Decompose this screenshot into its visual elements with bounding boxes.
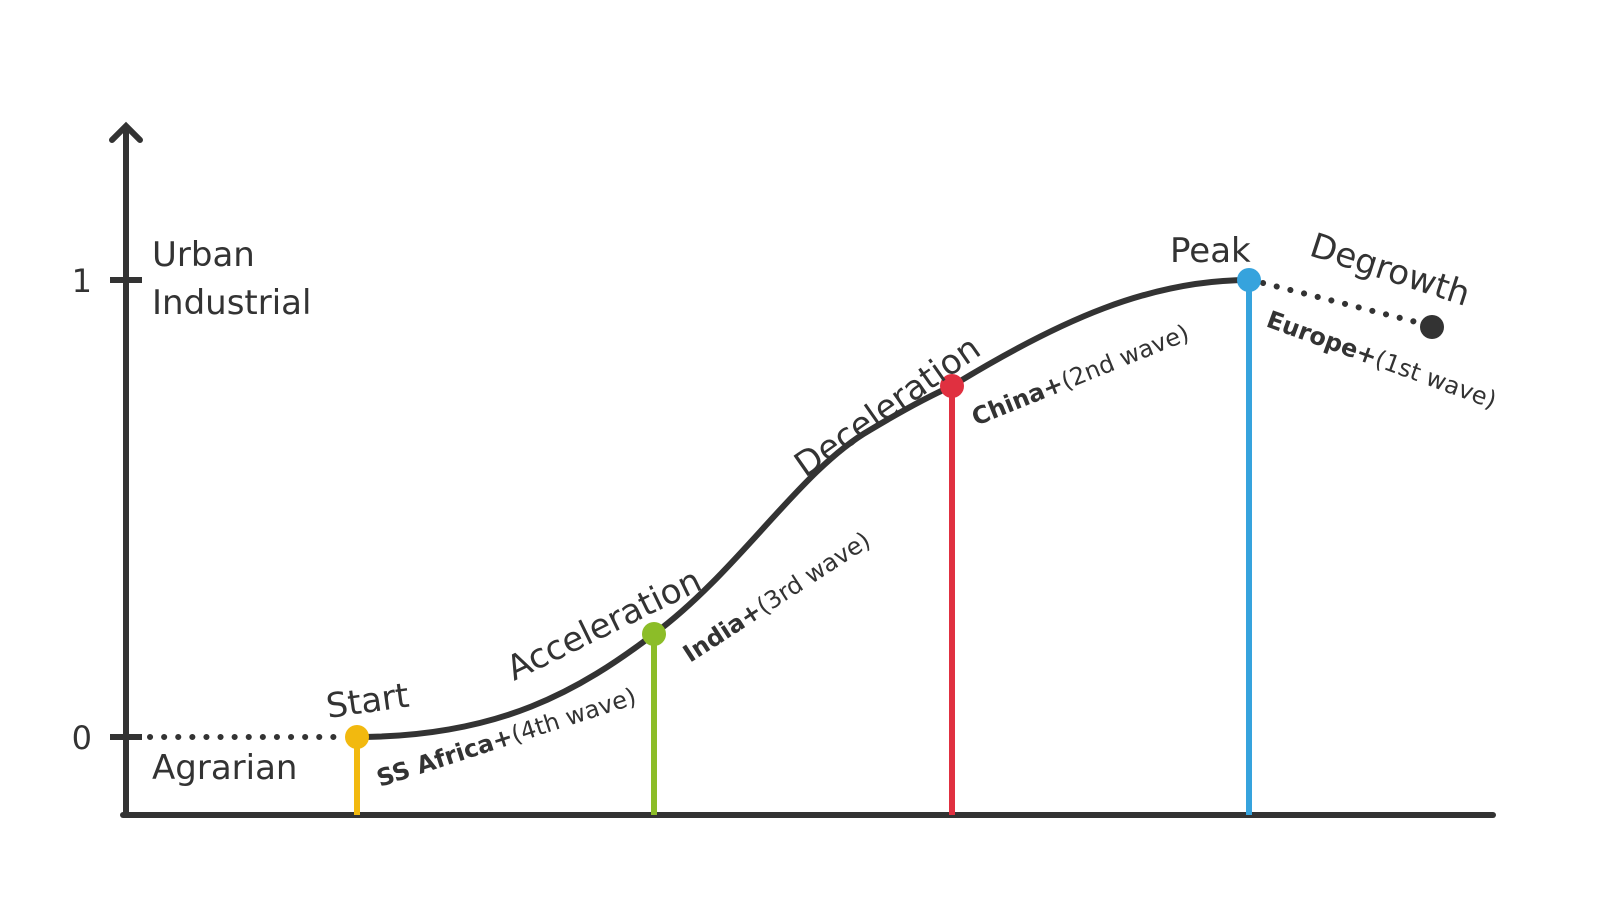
stage-label: Start bbox=[324, 676, 412, 727]
wave: (3rd wave) bbox=[752, 526, 876, 620]
point bbox=[642, 622, 666, 646]
wave: (2nd wave) bbox=[1057, 319, 1193, 396]
region: India+ bbox=[678, 597, 767, 668]
region: Europe+ bbox=[1263, 305, 1381, 371]
point bbox=[940, 374, 964, 398]
point bbox=[1237, 268, 1261, 292]
wave: (4th wave) bbox=[508, 682, 640, 749]
point bbox=[1420, 315, 1444, 339]
wave-label: Europe+(1st wave) bbox=[1263, 305, 1500, 414]
stage-label: Peak bbox=[1170, 231, 1251, 271]
level-label: Industrial bbox=[152, 283, 311, 323]
level-label: Agrarian bbox=[152, 748, 297, 788]
level-label: Urban bbox=[152, 235, 255, 275]
wave-label: China+(2nd wave) bbox=[968, 319, 1193, 432]
tick-label: 1 bbox=[72, 262, 92, 300]
tick-label: 0 bbox=[72, 719, 92, 757]
wave: (1st wave) bbox=[1371, 345, 1500, 415]
stage-label: Deceleration bbox=[787, 328, 988, 485]
y-axis-arrow bbox=[109, 121, 143, 143]
s-curve bbox=[356, 277, 1250, 740]
dotted-line bbox=[1260, 280, 1423, 326]
point bbox=[345, 725, 369, 749]
wave-label: SS Africa+(4th wave) bbox=[373, 682, 639, 792]
wave-label: India+(3rd wave) bbox=[678, 526, 876, 668]
region: China+ bbox=[968, 370, 1068, 432]
